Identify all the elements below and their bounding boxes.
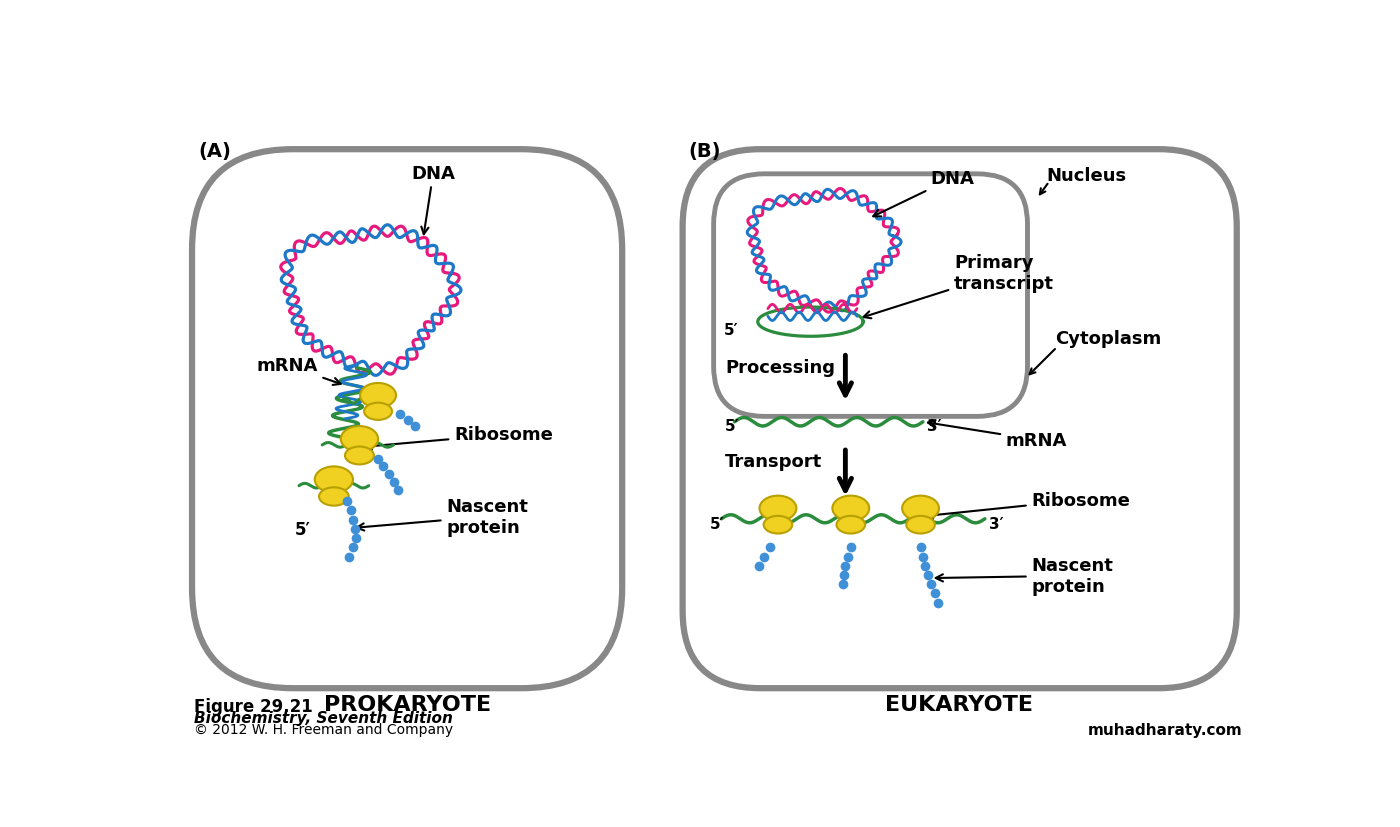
Text: DNA: DNA: [412, 165, 455, 235]
Text: 5′: 5′: [725, 418, 739, 433]
Text: mRNA: mRNA: [256, 356, 340, 385]
Text: 5′: 5′: [295, 520, 311, 538]
Text: Ribosome: Ribosome: [364, 426, 553, 450]
Text: 3′: 3′: [988, 516, 1004, 532]
Text: Processing: Processing: [725, 359, 836, 377]
Ellipse shape: [364, 404, 392, 420]
Ellipse shape: [837, 516, 865, 534]
Text: 3′: 3′: [927, 418, 941, 433]
Text: EUKARYOTE: EUKARYOTE: [885, 694, 1033, 714]
Ellipse shape: [763, 516, 792, 534]
Text: Nucleus: Nucleus: [1047, 167, 1127, 184]
Text: 5′: 5′: [724, 323, 738, 337]
Ellipse shape: [902, 496, 939, 521]
Text: Primary
transcript: Primary transcript: [864, 254, 1054, 319]
Text: Figure 29.21: Figure 29.21: [195, 698, 314, 715]
Text: (B): (B): [687, 142, 721, 161]
Text: Nascent
protein: Nascent protein: [357, 498, 528, 536]
Text: Ribosome: Ribosome: [925, 491, 1130, 519]
Text: muhadharaty.com: muhadharaty.com: [1088, 722, 1243, 737]
Text: © 2012 W. H. Freeman and Company: © 2012 W. H. Freeman and Company: [195, 722, 454, 736]
Text: Transport: Transport: [725, 453, 823, 471]
Text: PROKARYOTE: PROKARYOTE: [323, 694, 491, 714]
Ellipse shape: [906, 516, 935, 534]
Ellipse shape: [319, 488, 349, 506]
Text: DNA: DNA: [874, 170, 974, 218]
FancyBboxPatch shape: [683, 150, 1236, 688]
Ellipse shape: [360, 384, 396, 408]
Ellipse shape: [833, 496, 869, 521]
FancyBboxPatch shape: [714, 174, 1028, 417]
Text: Cytoplasm: Cytoplasm: [1054, 330, 1161, 348]
Ellipse shape: [340, 427, 378, 452]
Text: mRNA: mRNA: [928, 421, 1067, 449]
Ellipse shape: [760, 496, 797, 521]
Ellipse shape: [344, 447, 374, 465]
Text: Biochemistry, Seventh Edition: Biochemistry, Seventh Edition: [195, 710, 454, 724]
Text: Nascent
protein: Nascent protein: [935, 557, 1113, 595]
Text: 5′: 5′: [710, 516, 724, 532]
Ellipse shape: [315, 466, 353, 493]
Text: (A): (A): [199, 142, 231, 161]
FancyBboxPatch shape: [192, 150, 622, 688]
